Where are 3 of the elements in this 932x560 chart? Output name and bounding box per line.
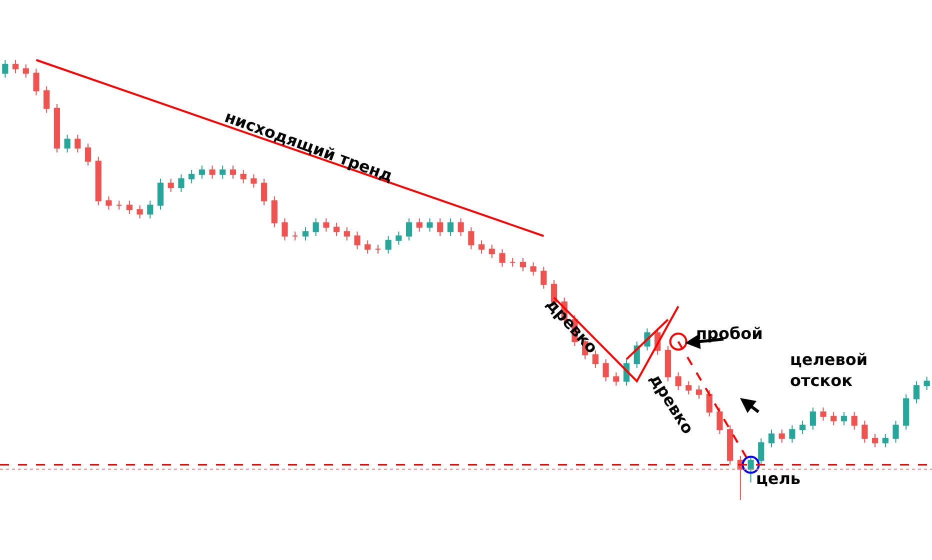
annotation: целевой отскок — [790, 350, 868, 390]
annotation: пробой — [696, 324, 763, 343]
ref-line-label: цель — [756, 469, 801, 488]
